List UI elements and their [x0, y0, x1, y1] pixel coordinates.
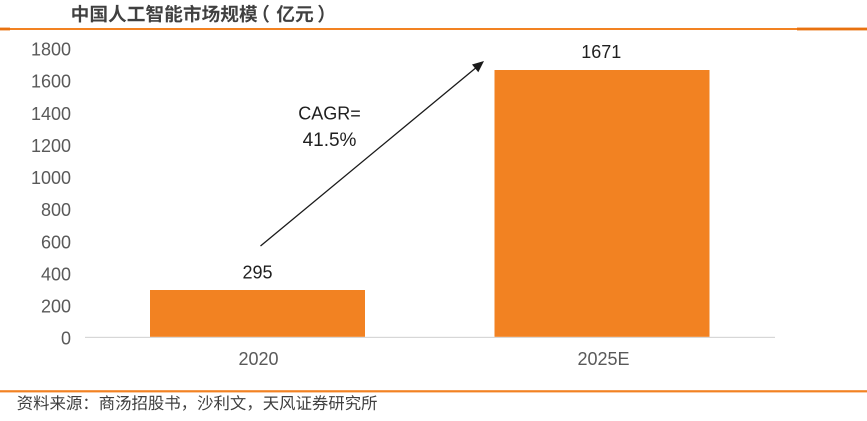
svg-text:1671: 1671	[581, 42, 621, 62]
svg-text:600: 600	[41, 232, 71, 252]
svg-text:800: 800	[41, 200, 71, 220]
svg-text:0: 0	[61, 329, 71, 349]
svg-text:1800: 1800	[31, 40, 71, 60]
svg-text:295: 295	[242, 263, 272, 283]
svg-text:400: 400	[41, 264, 71, 284]
svg-text:41.5%: 41.5%	[303, 130, 357, 151]
svg-text:CAGR=: CAGR=	[298, 103, 361, 123]
svg-text:1200: 1200	[31, 136, 71, 156]
svg-text:2025E: 2025E	[577, 349, 629, 369]
svg-text:1400: 1400	[31, 104, 71, 124]
svg-text:1600: 1600	[31, 72, 71, 92]
svg-text:2020: 2020	[238, 349, 278, 369]
svg-text:200: 200	[41, 297, 71, 317]
svg-text:1000: 1000	[31, 168, 71, 188]
